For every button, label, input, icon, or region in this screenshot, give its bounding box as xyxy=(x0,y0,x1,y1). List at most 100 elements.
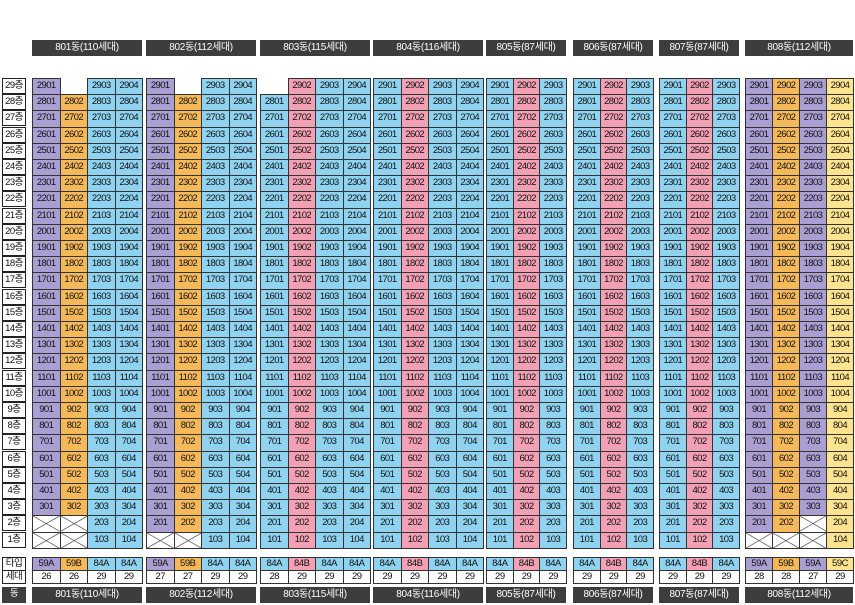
unit-cell[interactable]: 2703 xyxy=(712,110,740,128)
unit-cell[interactable]: 2604 xyxy=(342,126,371,144)
unit-cell[interactable]: 1304 xyxy=(228,337,257,355)
unit-cell[interactable]: 2704 xyxy=(114,110,143,128)
unit-cell[interactable]: 2103 xyxy=(428,207,457,225)
unit-cell[interactable]: 901 xyxy=(146,402,175,420)
unit-cell[interactable]: 1001 xyxy=(146,385,175,403)
unit-cell[interactable]: 1502 xyxy=(685,304,714,322)
unit-cell[interactable]: 602 xyxy=(685,450,714,468)
unit-cell[interactable]: 2701 xyxy=(486,110,514,128)
unit-cell[interactable]: 1802 xyxy=(685,256,714,274)
unit-cell[interactable]: 2502 xyxy=(599,142,628,160)
unit-cell[interactable]: 2204 xyxy=(826,191,854,209)
unit-cell[interactable]: 103 xyxy=(201,531,230,549)
unit-cell[interactable]: 2301 xyxy=(573,175,601,193)
unit-cell[interactable]: 1601 xyxy=(260,288,289,306)
unit-cell[interactable]: 203 xyxy=(315,515,344,533)
unit-cell[interactable]: 202 xyxy=(685,515,714,533)
unit-cell[interactable]: 2502 xyxy=(173,142,202,160)
unit-cell[interactable]: 1603 xyxy=(201,288,230,306)
unit-cell[interactable]: 2603 xyxy=(201,126,230,144)
unit-cell[interactable]: 1702 xyxy=(59,272,88,290)
unit-cell[interactable]: 2603 xyxy=(315,126,344,144)
unit-cell[interactable]: 2801 xyxy=(373,94,402,112)
unit-cell[interactable]: 704 xyxy=(826,434,854,452)
unit-cell[interactable]: 1801 xyxy=(659,256,687,274)
unit-cell[interactable]: 1402 xyxy=(400,321,429,339)
unit-cell[interactable]: 1803 xyxy=(712,256,740,274)
unit-cell[interactable]: 401 xyxy=(659,483,687,501)
unit-cell[interactable]: 204 xyxy=(228,515,257,533)
unit-cell[interactable]: 1304 xyxy=(114,337,143,355)
unit-cell[interactable]: 403 xyxy=(87,483,116,501)
unit-cell[interactable]: 902 xyxy=(173,402,202,420)
unit-cell[interactable]: 1801 xyxy=(745,256,773,274)
unit-cell[interactable]: 1803 xyxy=(799,256,827,274)
unit-cell[interactable]: 2103 xyxy=(315,207,344,225)
unit-cell[interactable]: 1403 xyxy=(539,321,567,339)
unit-cell[interactable]: 2301 xyxy=(260,175,289,193)
unit-cell[interactable]: 504 xyxy=(342,466,371,484)
unit-cell[interactable]: 1504 xyxy=(114,304,143,322)
unit-cell[interactable]: 2403 xyxy=(712,159,740,177)
unit-cell[interactable]: 1301 xyxy=(573,337,601,355)
unit-cell[interactable]: 1901 xyxy=(146,240,175,258)
unit-cell[interactable]: 2803 xyxy=(201,94,230,112)
unit-cell[interactable]: 201 xyxy=(373,515,402,533)
unit-cell[interactable]: 1301 xyxy=(146,337,175,355)
unit-cell[interactable]: 1802 xyxy=(599,256,628,274)
unit-cell[interactable]: 402 xyxy=(685,483,714,501)
unit-cell[interactable]: 903 xyxy=(428,402,457,420)
unit-cell[interactable]: 503 xyxy=(712,466,740,484)
unit-cell[interactable]: 1804 xyxy=(455,256,484,274)
unit-cell[interactable]: 2701 xyxy=(745,110,773,128)
unit-cell[interactable]: 2104 xyxy=(342,207,371,225)
unit-cell[interactable]: 1903 xyxy=(201,240,230,258)
unit-cell[interactable]: 1201 xyxy=(486,353,514,371)
unit-cell[interactable]: 104 xyxy=(342,531,371,549)
unit-cell[interactable]: 2802 xyxy=(59,94,88,112)
unit-cell[interactable]: 802 xyxy=(287,418,316,436)
unit-cell[interactable]: 1202 xyxy=(512,353,541,371)
unit-cell[interactable]: 1401 xyxy=(373,321,402,339)
unit-cell[interactable]: 902 xyxy=(685,402,714,420)
unit-cell[interactable]: 302 xyxy=(59,499,88,517)
unit-cell[interactable]: 204 xyxy=(342,515,371,533)
unit-cell[interactable]: 404 xyxy=(826,483,854,501)
unit-cell[interactable]: 501 xyxy=(260,466,289,484)
unit-cell[interactable]: 1501 xyxy=(486,304,514,322)
unit-cell[interactable]: 1901 xyxy=(745,240,773,258)
unit-cell[interactable]: 2702 xyxy=(685,110,714,128)
unit-cell[interactable]: 1303 xyxy=(315,337,344,355)
unit-cell[interactable]: 2903 xyxy=(315,78,344,96)
unit-cell[interactable]: 2004 xyxy=(114,223,143,241)
unit-cell[interactable]: 502 xyxy=(599,466,628,484)
unit-cell[interactable]: 2302 xyxy=(599,175,628,193)
unit-cell[interactable]: 804 xyxy=(228,418,257,436)
unit-cell[interactable]: 1203 xyxy=(539,353,567,371)
unit-cell[interactable]: 203 xyxy=(428,515,457,533)
unit-cell[interactable]: 503 xyxy=(799,466,827,484)
unit-cell[interactable]: 301 xyxy=(659,499,687,517)
unit-cell[interactable]: 304 xyxy=(826,499,854,517)
unit-cell[interactable]: 903 xyxy=(201,402,230,420)
unit-cell[interactable]: 1003 xyxy=(712,385,740,403)
unit-cell[interactable]: 2402 xyxy=(173,159,202,177)
unit-cell[interactable]: 603 xyxy=(626,450,654,468)
unit-cell[interactable]: 404 xyxy=(455,483,484,501)
unit-cell[interactable]: 2602 xyxy=(599,126,628,144)
unit-cell[interactable]: 2802 xyxy=(599,94,628,112)
unit-cell[interactable]: 2503 xyxy=(87,142,116,160)
unit-cell[interactable]: 2102 xyxy=(772,207,800,225)
unit-cell[interactable]: 1404 xyxy=(342,321,371,339)
unit-cell[interactable]: 301 xyxy=(573,499,601,517)
unit-cell[interactable]: 1203 xyxy=(87,353,116,371)
unit-cell[interactable]: 303 xyxy=(428,499,457,517)
unit-cell[interactable]: 604 xyxy=(114,450,143,468)
unit-cell[interactable]: 1002 xyxy=(772,385,800,403)
unit-cell[interactable]: 304 xyxy=(342,499,371,517)
unit-cell[interactable]: 203 xyxy=(712,515,740,533)
unit-cell[interactable]: 2101 xyxy=(486,207,514,225)
unit-cell[interactable]: 804 xyxy=(342,418,371,436)
unit-cell[interactable]: 1204 xyxy=(228,353,257,371)
unit-cell[interactable]: 603 xyxy=(799,450,827,468)
